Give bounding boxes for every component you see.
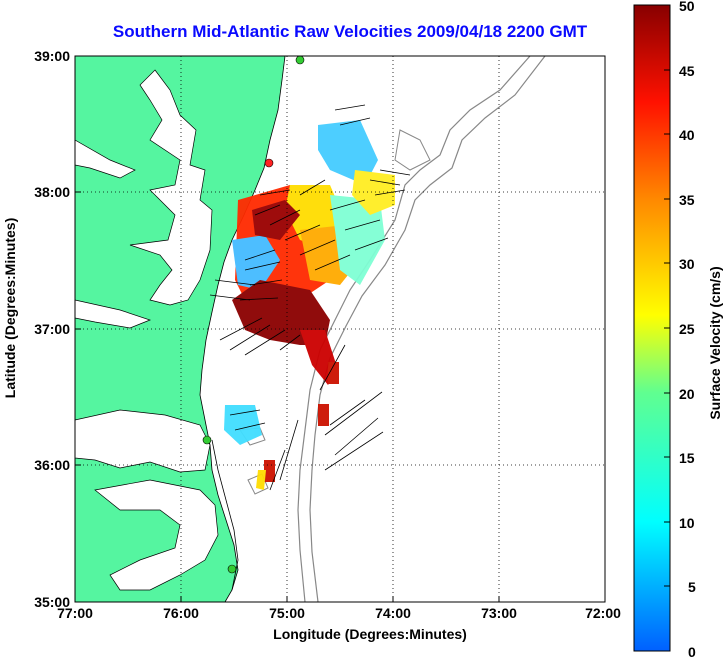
chesapeake-bay: [129, 69, 213, 306]
x-tick-label: 75:00: [269, 605, 305, 621]
hf-radar-station-active: [295, 56, 305, 65]
y-tick-label: 36:00: [34, 457, 70, 473]
pamlico-sound: [75, 409, 211, 473]
x-axis-title: Longitude (Degrees:Minutes): [273, 626, 467, 642]
colorbar-tick-label: 50: [679, 0, 695, 14]
colorbar-tick-label: 5: [688, 579, 696, 595]
x-tick-label: 74:00: [375, 605, 411, 621]
colorbar-tick-label: 20: [679, 386, 695, 402]
colorbar-tick-label: 25: [679, 321, 695, 337]
hf-radar-station-active: [227, 564, 237, 574]
x-tick-label: 73:00: [481, 605, 517, 621]
colorbar-tick-label: 30: [679, 256, 695, 272]
y-tick-label: 38:00: [34, 184, 70, 200]
y-tick-label: 37:00: [34, 321, 70, 337]
y-tick-label: 39:00: [34, 48, 70, 64]
colorbar-tick-label: 10: [679, 515, 695, 531]
velocity-vectors: [209, 104, 411, 491]
grid: [75, 56, 605, 602]
hf-radar-station-inactive: [264, 158, 274, 168]
hf-radar-station-active: [202, 435, 212, 445]
colorbar-tick-label: 35: [679, 192, 695, 208]
colorbar-tick-label: 0: [688, 644, 696, 659]
x-tick-label: 77:00: [57, 605, 93, 621]
chart-title: Southern Mid-Atlantic Raw Velocities 200…: [112, 22, 588, 41]
colorbar-tick-label: 40: [679, 127, 695, 143]
x-tick-label: 72:00: [585, 605, 621, 621]
x-tick-label: 76:00: [163, 605, 199, 621]
colorbar-tick-label: 45: [679, 63, 695, 79]
colorbar-tick-label: 15: [679, 450, 695, 466]
axis-ticks: [75, 191, 500, 602]
y-tick-label: 35:00: [34, 594, 70, 610]
